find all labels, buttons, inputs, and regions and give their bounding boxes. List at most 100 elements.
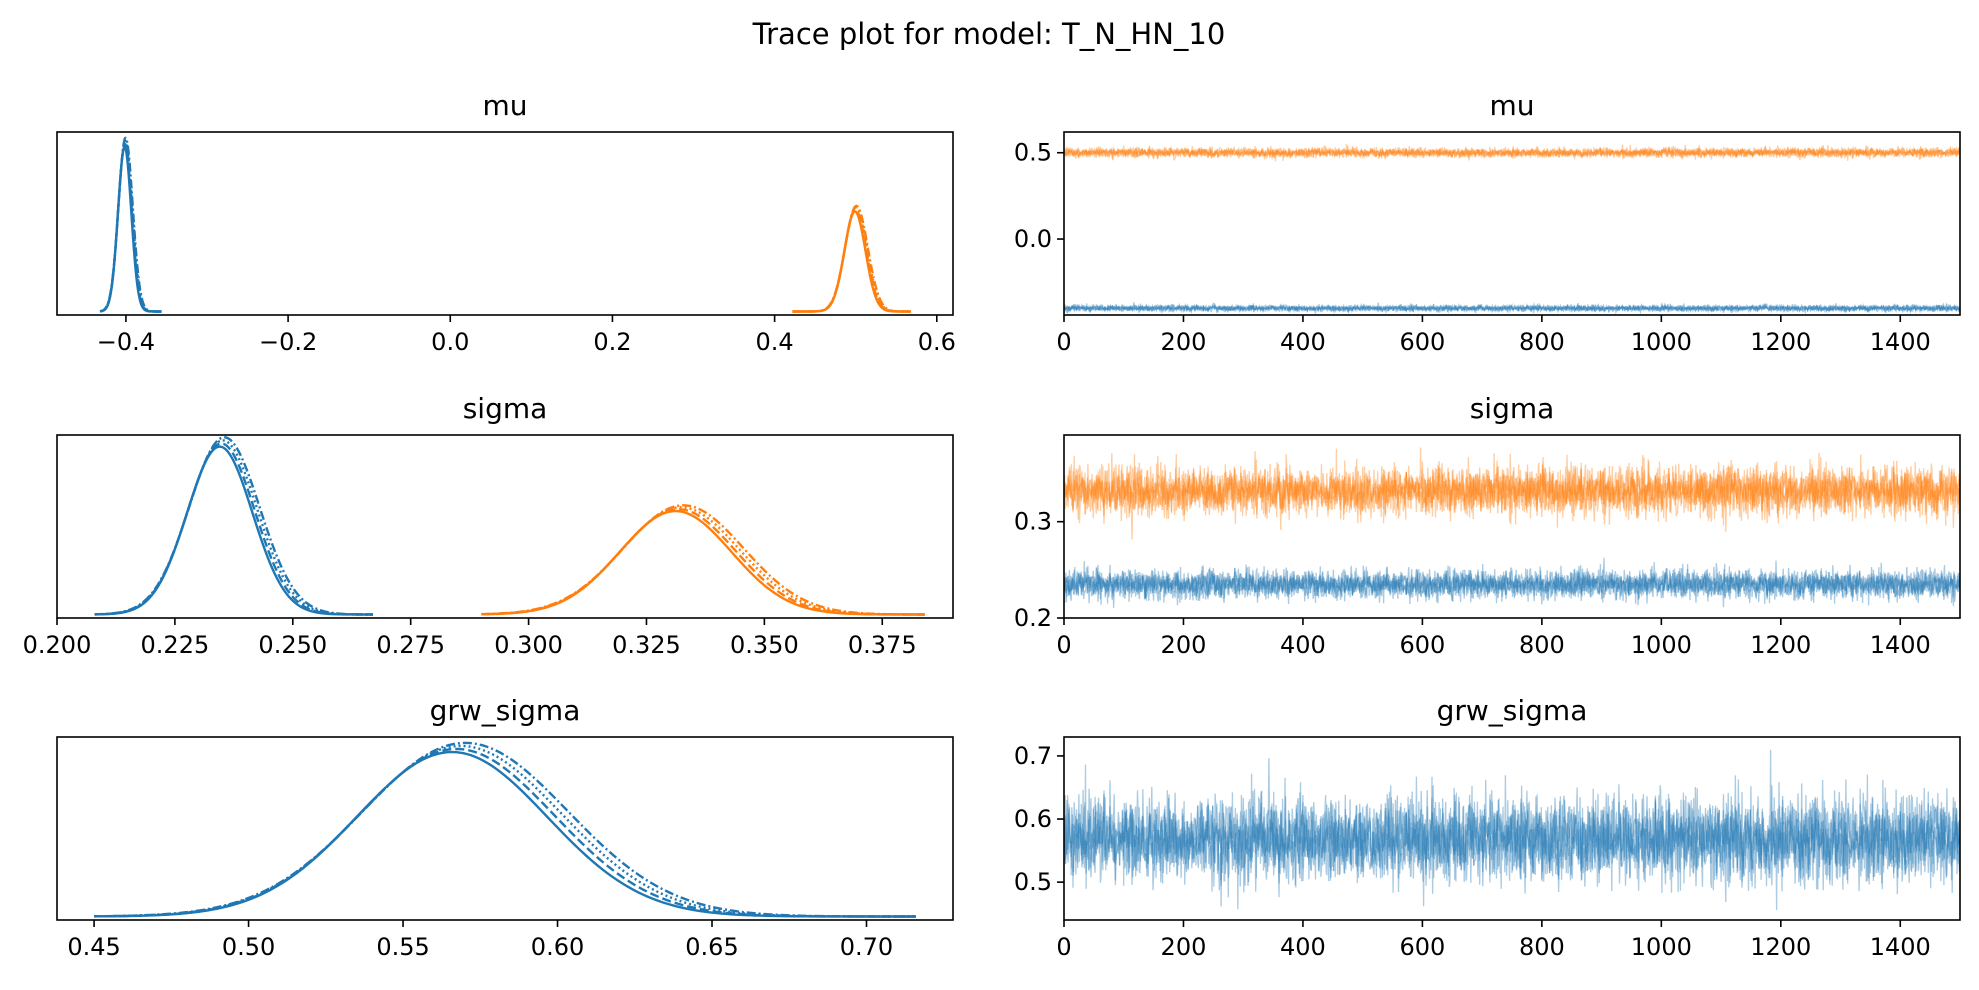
plot-area bbox=[99, 136, 911, 313]
density-line bbox=[94, 436, 373, 616]
trace-line bbox=[1064, 144, 1960, 161]
x-tick-label: 0.225 bbox=[141, 631, 210, 659]
x-tick-label: 1200 bbox=[1750, 328, 1811, 356]
panel-title: mu bbox=[482, 89, 527, 122]
axes-frame bbox=[1063, 434, 1961, 619]
density-line bbox=[94, 445, 373, 616]
axes-frame bbox=[56, 131, 954, 316]
x-tick-label: 0.45 bbox=[67, 933, 120, 961]
trace-line bbox=[1064, 144, 1960, 161]
density-line bbox=[94, 741, 916, 918]
trace-line bbox=[1064, 301, 1960, 315]
plot-area bbox=[1064, 144, 1960, 315]
trace-line bbox=[1064, 447, 1960, 525]
x-tick-label: 1400 bbox=[1870, 631, 1931, 659]
trace-line bbox=[1064, 560, 1960, 604]
x-tick-label: 0.70 bbox=[840, 933, 893, 961]
density-line bbox=[94, 744, 916, 918]
y-tick-label: 0.7 bbox=[1014, 742, 1052, 770]
axes-frame bbox=[56, 434, 954, 619]
x-tick-label: 1000 bbox=[1631, 328, 1692, 356]
x-tick-label: 400 bbox=[1280, 631, 1326, 659]
plot-area bbox=[94, 741, 916, 918]
x-tick-label: 600 bbox=[1399, 933, 1445, 961]
x-tick-label: 1000 bbox=[1631, 933, 1692, 961]
x-tick-label: 200 bbox=[1161, 328, 1207, 356]
density-line bbox=[481, 507, 925, 616]
trace-line bbox=[1064, 302, 1960, 315]
x-tick-label: 0 bbox=[1056, 631, 1071, 659]
x-tick-label: −0.4 bbox=[97, 328, 155, 356]
axes-frame bbox=[1063, 736, 1961, 921]
x-tick-label: 0.60 bbox=[531, 933, 584, 961]
plot-area bbox=[94, 436, 925, 616]
panel-title: grw_sigma bbox=[1437, 694, 1588, 727]
x-tick-label: 0.275 bbox=[376, 631, 445, 659]
x-tick-label: 0.350 bbox=[730, 631, 799, 659]
y-tick-label: 0.0 bbox=[1014, 225, 1052, 253]
plot-area bbox=[1064, 447, 1960, 608]
x-tick-label: 400 bbox=[1280, 933, 1326, 961]
panel-grw-sigma-trace: grw_sigma 0 200 400 600 800 1000 1200 1400 0.7 0.6… bbox=[1014, 694, 1961, 961]
panel-mu-trace: mu 0 200 400 600 800 1000 1200 1400 0.5 0.0 bbox=[1014, 89, 1961, 356]
x-tick-label: 1200 bbox=[1750, 933, 1811, 961]
panel-title: sigma bbox=[463, 392, 548, 425]
x-tick-label: 1000 bbox=[1631, 631, 1692, 659]
x-tick-label: 0.4 bbox=[756, 328, 794, 356]
y-tick-label: 0.6 bbox=[1014, 805, 1052, 833]
trace-line bbox=[1064, 453, 1960, 531]
panel-sigma-trace: sigma 0 200 400 600 800 1000 1200 1400 0.3 0.2 bbox=[1014, 392, 1961, 659]
density-line bbox=[792, 206, 911, 313]
x-tick-label: 200 bbox=[1161, 631, 1207, 659]
density-line bbox=[94, 442, 373, 616]
panel-title: mu bbox=[1489, 89, 1534, 122]
x-tick-label: −0.2 bbox=[259, 328, 317, 356]
x-tick-label: 400 bbox=[1280, 328, 1326, 356]
density-line bbox=[792, 204, 911, 313]
x-tick-label: 0.55 bbox=[376, 933, 429, 961]
trace-line bbox=[1064, 454, 1960, 540]
trace-line bbox=[1064, 557, 1960, 608]
x-tick-label: 600 bbox=[1399, 631, 1445, 659]
trace-line bbox=[1064, 145, 1960, 162]
y-tick-label: 0.3 bbox=[1014, 508, 1052, 536]
x-tick-label: 1200 bbox=[1750, 631, 1811, 659]
density-line bbox=[792, 208, 911, 313]
x-tick-label: 0.200 bbox=[23, 631, 92, 659]
x-tick-label: 0.325 bbox=[612, 631, 681, 659]
panel-sigma-density: sigma 0.200 0.225 0.250 0.275 0.300 0.325 0.350… bbox=[23, 392, 954, 659]
x-tick-label: 1400 bbox=[1870, 933, 1931, 961]
x-tick-label: 800 bbox=[1519, 328, 1565, 356]
y-tick-label: 0.5 bbox=[1014, 868, 1052, 896]
trace-line bbox=[1064, 302, 1960, 315]
panel-mu-density: mu −0.4 −0.2 0.0 0.2 0.4 0.6 bbox=[56, 89, 956, 356]
axes-frame bbox=[1063, 131, 1961, 316]
x-tick-label: 0.50 bbox=[222, 933, 275, 961]
density-line bbox=[481, 504, 925, 616]
trace-line bbox=[1064, 758, 1960, 911]
density-line bbox=[481, 509, 925, 616]
y-tick-label: 0.5 bbox=[1014, 139, 1052, 167]
trace-line bbox=[1064, 775, 1960, 907]
trace-line bbox=[1064, 561, 1960, 608]
y-tick-label: 0.2 bbox=[1014, 604, 1052, 632]
x-tick-label: 0.375 bbox=[848, 631, 917, 659]
trace-line bbox=[1064, 775, 1960, 898]
x-tick-label: 0.65 bbox=[685, 933, 738, 961]
trace-line bbox=[1064, 448, 1960, 532]
plot-area bbox=[1064, 749, 1960, 911]
x-tick-label: 0 bbox=[1056, 328, 1071, 356]
x-tick-label: 0.250 bbox=[258, 631, 327, 659]
panel-title: sigma bbox=[1470, 392, 1555, 425]
x-tick-label: 800 bbox=[1519, 933, 1565, 961]
x-tick-label: 0.2 bbox=[593, 328, 631, 356]
axes-frame bbox=[56, 736, 954, 921]
density-line bbox=[99, 136, 162, 313]
panel-title: grw_sigma bbox=[430, 694, 581, 727]
trace-line bbox=[1064, 302, 1960, 315]
density-line bbox=[94, 747, 916, 918]
trace-line bbox=[1064, 562, 1960, 606]
trace-line bbox=[1064, 144, 1960, 161]
x-tick-label: 600 bbox=[1399, 328, 1445, 356]
